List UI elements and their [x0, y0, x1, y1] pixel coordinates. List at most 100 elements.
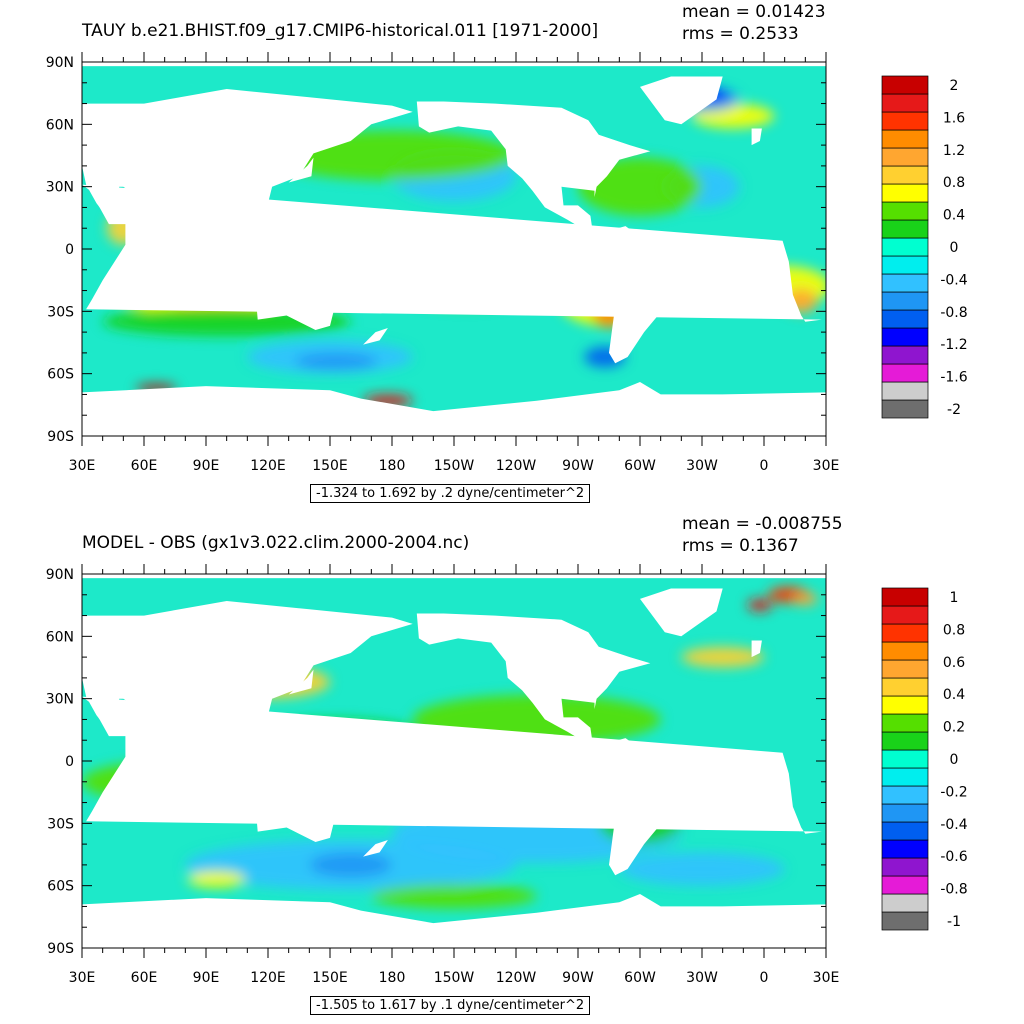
- lon-label: 60W: [624, 970, 656, 986]
- labelbar-label: -0.4: [940, 272, 967, 288]
- lon-label: 90W: [562, 970, 594, 986]
- map-plot: 90N 60N 30N 0 30S 60S 90S 30E 60E 90E 120E 150E 180 1…: [46, 52, 968, 474]
- labelbar-box: [881, 327, 929, 347]
- land-mass: [82, 382, 826, 436]
- labelbar-box: [881, 731, 929, 751]
- panel-title: TAUY b.e21.BHIST.f09_g17.CMIP6-historica…: [82, 21, 599, 41]
- lon-label: 150W: [434, 970, 475, 986]
- land-mass: [288, 157, 314, 183]
- labelbar-label: 0.8: [943, 175, 965, 191]
- contour-info-box: -1.505 to 1.617 by .1 dyne/centimeter^2: [310, 996, 591, 1015]
- labelbar-label: -0.8: [940, 882, 967, 898]
- labelbar-box: [881, 767, 929, 787]
- labelbar-box: [881, 129, 929, 149]
- labelbar-box: [881, 605, 929, 625]
- land-mass: [751, 640, 762, 658]
- rms-value: rms = 0.1367: [682, 536, 799, 556]
- lon-label: 60E: [131, 970, 158, 986]
- lon-label: 180: [379, 970, 406, 986]
- labelbar-box: [881, 677, 929, 697]
- labelbar-box: [881, 695, 929, 715]
- anomaly-patch: [309, 852, 392, 878]
- lat-label: 0: [65, 754, 74, 770]
- land-mass: [596, 226, 692, 364]
- anomaly-patch: [294, 352, 378, 370]
- labelbar-box: [881, 111, 929, 131]
- lon-label: 150W: [434, 458, 475, 474]
- lon-label: 150E: [312, 970, 348, 986]
- labelbar-label: 0.6: [943, 655, 965, 671]
- labelbar-box: [881, 75, 929, 95]
- labelbar-label: 2: [950, 78, 959, 94]
- lon-label: 30W: [686, 970, 718, 986]
- land-mass: [110, 788, 124, 813]
- land-mass: [416, 613, 651, 745]
- anomaly-patch: [747, 598, 773, 612]
- lat-label: 60S: [47, 367, 74, 383]
- panel-title: MODEL - OBS (gx1v3.022.clim.2000-2004.nc…: [82, 533, 470, 553]
- lat-label: 90N: [46, 55, 74, 71]
- labelbar-box: [881, 93, 929, 113]
- labelbar-box: [881, 875, 929, 895]
- labelbar-box: [881, 911, 929, 931]
- land-mass: [363, 840, 388, 857]
- lon-label: 30E: [813, 458, 840, 474]
- lon-label: 120E: [250, 970, 286, 986]
- lon-label: 90W: [562, 458, 594, 474]
- land-mass: [216, 746, 312, 780]
- anomaly-patch: [792, 592, 818, 606]
- labelbar-box: [881, 713, 929, 733]
- labelbar-box: [881, 183, 929, 203]
- lon-label: 30E: [813, 970, 840, 986]
- labelbar-label: 0.4: [943, 687, 965, 703]
- anomaly-patch: [187, 871, 246, 888]
- labelbar-box: [881, 587, 929, 607]
- map-field: [82, 62, 826, 436]
- labelbar-box: [881, 893, 929, 913]
- lon-label: 90E: [193, 970, 220, 986]
- land-mass: [363, 328, 388, 345]
- anomaly-patch: [371, 883, 537, 909]
- labelbar-box: [881, 273, 929, 293]
- anomaly-patch: [681, 646, 765, 668]
- panel-top: TAUY b.e21.BHIST.f09_g17.CMIP6-historica…: [46, 2, 968, 503]
- labelbar-box: [881, 381, 929, 401]
- land-mass: [82, 894, 826, 948]
- lat-label: 0: [65, 242, 74, 258]
- lat-label: 90S: [47, 941, 74, 957]
- labelbar-box: [881, 219, 929, 239]
- labelbar-label: -1: [947, 914, 961, 930]
- labelbar-label: 0.2: [943, 720, 965, 736]
- contour-info-box: -1.324 to 1.692 by .2 dyne/centimeter^2: [310, 484, 591, 503]
- lat-label: 30N: [46, 692, 74, 708]
- lon-label: 60E: [131, 458, 158, 474]
- labelbar-box: [881, 291, 929, 311]
- land-mass: [640, 588, 723, 637]
- lat-label: 30N: [46, 180, 74, 196]
- labelbar-box: [881, 255, 929, 275]
- land-mass: [751, 128, 762, 146]
- lon-label: 120W: [496, 458, 537, 474]
- lon-label: 120W: [496, 970, 537, 986]
- map-field: [82, 574, 826, 948]
- land-mass: [640, 76, 723, 125]
- labelbar-box: [881, 839, 929, 859]
- labelbar-box: [881, 749, 929, 769]
- land-mass: [82, 89, 413, 243]
- labelbar-label: 0.4: [943, 208, 965, 224]
- lon-label: 30E: [69, 970, 96, 986]
- labelbar-box: [881, 785, 929, 805]
- lon-label: 60W: [624, 458, 656, 474]
- labelbar-box: [881, 821, 929, 841]
- map-plot: 90N 60N 30N 0 30S 60S 90S 30E 60E 90E 120E 150E 180 1…: [46, 564, 968, 986]
- labelbar-label: -1.6: [940, 370, 967, 386]
- labelbar-box: [881, 857, 929, 877]
- labelbar-label: -0.2: [940, 784, 967, 800]
- labelbar-box: [881, 237, 929, 257]
- labelbar-label: -1.2: [940, 337, 967, 353]
- lat-label: 90S: [47, 429, 74, 445]
- lon-label: 150E: [312, 458, 348, 474]
- lon-label: 30E: [69, 458, 96, 474]
- land-mass: [255, 269, 337, 330]
- land-mass: [82, 601, 413, 755]
